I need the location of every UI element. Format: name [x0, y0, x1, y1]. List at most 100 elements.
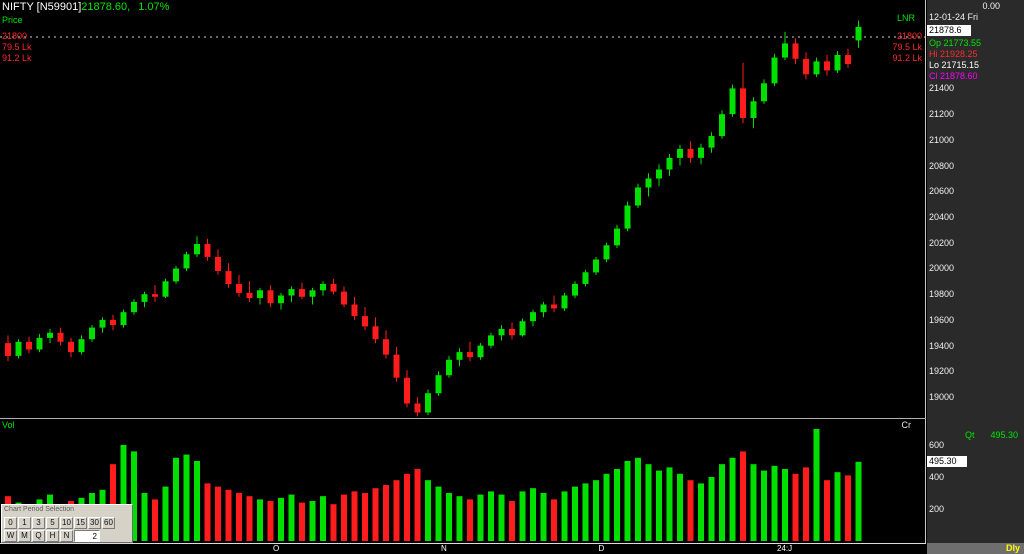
volume-bar: [572, 486, 578, 541]
ohlc-hi: Hi 21928.25: [929, 49, 978, 59]
volume-bar: [425, 480, 431, 541]
candle: [351, 304, 358, 317]
level-qty-sell: 91.2 Lk: [892, 53, 922, 63]
candle: [225, 271, 232, 284]
volume-bar: [446, 493, 452, 541]
volume-bar: [404, 473, 410, 541]
candle: [267, 290, 274, 304]
price-scale-label: 20600: [929, 186, 955, 196]
periodicity-label[interactable]: Dly: [1005, 543, 1020, 553]
price-scale-label: 21000: [929, 135, 955, 145]
candle: [99, 319, 106, 328]
candle: [603, 245, 610, 260]
candle: [656, 169, 662, 179]
window-title[interactable]: Chart Period Selection: [4, 506, 75, 513]
volume-bar: [624, 461, 631, 541]
period-button-30[interactable]: 30: [88, 517, 101, 529]
period-button-h[interactable]: H: [46, 530, 59, 542]
period-button-n[interactable]: N: [60, 530, 73, 542]
price-scale-label: 21400: [929, 83, 955, 93]
candle: [57, 332, 64, 342]
candle: [824, 61, 830, 71]
candle: [645, 178, 652, 188]
volume-bar: [855, 461, 862, 541]
candle: [36, 337, 43, 350]
candle: [372, 326, 379, 340]
volume-bar: [593, 480, 599, 541]
candle: [719, 114, 725, 137]
candle: [257, 290, 263, 298]
candle: [582, 272, 589, 284]
time-axis-label: 24:J: [777, 544, 793, 553]
price-scale-label: 19400: [929, 341, 955, 351]
candle: [530, 312, 536, 322]
volume-bar: [687, 480, 694, 541]
candle: [215, 256, 221, 271]
candle: [152, 294, 158, 297]
volume-bar: [845, 475, 851, 541]
candle: [614, 228, 620, 246]
symbol-name: NIFTY [N59901]: [2, 1, 82, 13]
level-qty-buy: 79.5 Lk: [892, 42, 922, 52]
candle: [509, 328, 515, 336]
period-button-w[interactable]: W: [4, 530, 17, 542]
candle: [89, 327, 95, 340]
candle: [666, 157, 673, 170]
volume-bar: [131, 451, 137, 541]
candle: [341, 291, 347, 305]
volume-bar: [813, 429, 820, 541]
volume-bar: [288, 494, 295, 541]
candle: [383, 339, 389, 355]
candle: [110, 319, 116, 325]
volume-bar: [656, 470, 662, 541]
volume-bar: [771, 465, 778, 541]
period-button-q[interactable]: Q: [32, 530, 45, 542]
period-button-m[interactable]: M: [18, 530, 31, 542]
volume-series: [5, 429, 862, 541]
volume-bar: [236, 493, 242, 541]
chart-region[interactable]: NIFTY [N59901]21878.60, 1.07% Price LNR 2…: [0, 0, 926, 543]
time-axis-label: O: [273, 544, 280, 553]
time-axis-label: D: [598, 544, 605, 553]
volume-pane-label: Vol: [2, 420, 15, 430]
ohlc-lo: Lo 21715.15: [929, 60, 980, 70]
ltp-price-box: 21878.6: [927, 25, 971, 36]
period-button-1[interactable]: 1: [18, 517, 31, 529]
period-input[interactable]: [74, 530, 100, 542]
period-button-3[interactable]: 3: [32, 517, 45, 529]
change-percent: 1.07%: [138, 1, 170, 13]
period-button-10[interactable]: 10: [60, 517, 73, 529]
candle: [771, 57, 778, 84]
candle: [68, 341, 74, 353]
volume-bar: [582, 483, 589, 541]
candle: [47, 332, 53, 338]
last-price: 21878.60,: [81, 1, 131, 13]
volume-bar: [320, 496, 326, 541]
candle: [278, 295, 284, 304]
volume-bar: [110, 464, 116, 541]
candle: [78, 339, 85, 353]
candle: [761, 83, 767, 102]
qt-label: Qt: [965, 430, 975, 440]
price-pane-label: Price: [2, 15, 23, 25]
candle: [803, 58, 809, 75]
volume-bar: [299, 502, 305, 541]
volume-bar: [477, 494, 484, 541]
volume-bar: [183, 454, 190, 541]
level-labels-left: 21800 79.5 Lk 91.2 Lk: [2, 31, 32, 64]
candle: [236, 283, 242, 293]
candle: [26, 341, 32, 350]
candle: [456, 352, 463, 360]
candle: [572, 283, 578, 296]
period-button-60[interactable]: 60: [102, 517, 115, 529]
period-button-5[interactable]: 5: [46, 517, 59, 529]
period-button-0[interactable]: 0: [4, 517, 17, 529]
candlestick-chart[interactable]: [0, 0, 926, 543]
price-scale-label: 20400: [929, 212, 955, 222]
candle: [414, 403, 421, 413]
period-button-15[interactable]: 15: [74, 517, 87, 529]
volume-bar: [750, 464, 757, 541]
volume-bar: [120, 445, 127, 541]
volume-bar: [162, 486, 169, 541]
volume-bar: [635, 457, 641, 541]
